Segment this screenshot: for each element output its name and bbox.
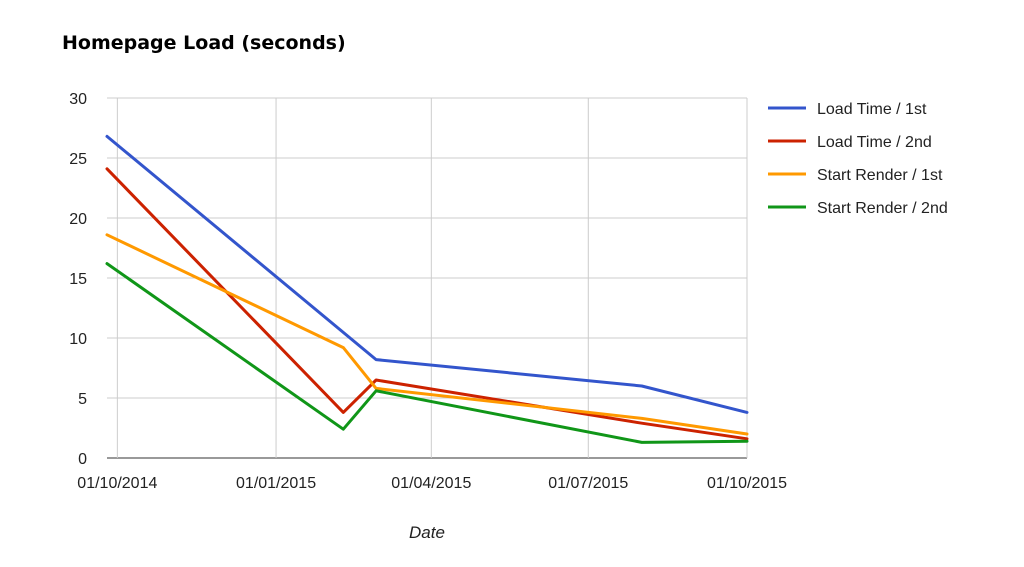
series-lines	[105, 134, 749, 444]
x-tick-label: 01/10/2014	[77, 475, 157, 492]
series-line	[105, 167, 749, 441]
x-tick-label: 01/04/2015	[391, 475, 471, 492]
legend-label: Load Time / 2nd	[817, 134, 932, 151]
legend-label: Load Time / 1st	[817, 101, 927, 118]
y-tick-label: 0	[78, 451, 87, 468]
chart-title: Homepage Load (seconds)	[62, 32, 346, 54]
y-tick-label: 10	[69, 331, 87, 348]
y-tick-label: 15	[69, 271, 87, 288]
y-tick-label: 5	[78, 391, 87, 408]
series-line	[105, 262, 749, 444]
x-tick-label: 01/01/2015	[236, 475, 316, 492]
x-tick-label: 01/07/2015	[548, 475, 628, 492]
y-tick-label: 30	[69, 91, 87, 108]
grid	[107, 97, 748, 459]
legend-label: Start Render / 2nd	[817, 200, 948, 217]
series-line	[105, 134, 749, 414]
axes: 0 5 10 15 20 25 30 01/10/2014 01/01/2015 01/04/20…	[69, 91, 787, 542]
y-tick-label: 25	[69, 151, 87, 168]
legend: Load Time / 1st Load Time / 2nd Start Rend…	[768, 101, 948, 217]
series-line	[105, 233, 749, 436]
legend-label: Start Render / 1st	[817, 167, 943, 184]
y-tick-label: 20	[69, 211, 87, 228]
x-tick-label: 01/10/2015	[707, 475, 787, 492]
x-axis-title: Date	[409, 523, 445, 542]
